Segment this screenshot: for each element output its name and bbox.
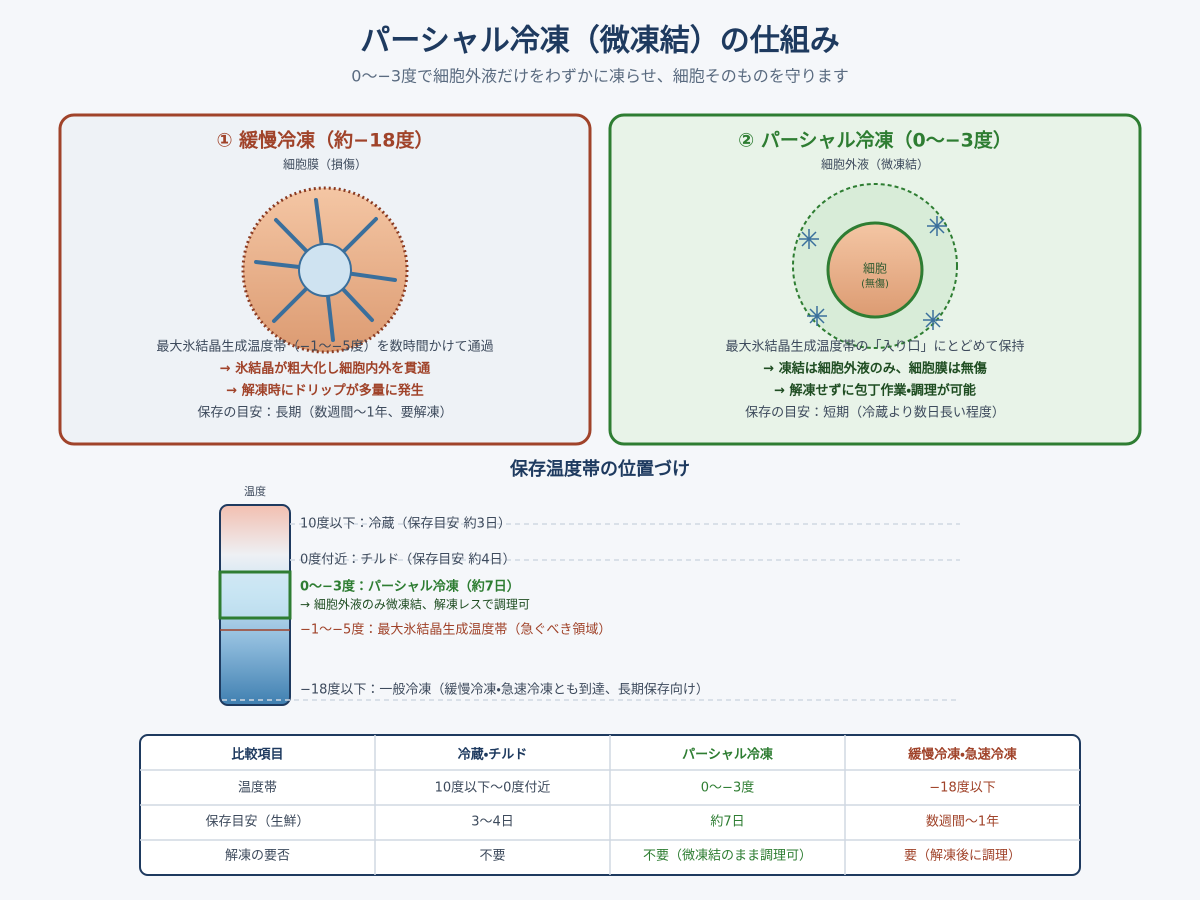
section-title: 保存温度帯の位置づけ xyxy=(509,458,690,480)
table-cell: 0〜−3度 xyxy=(701,780,754,796)
panel-title: ① 緩慢冷凍（約−18度） xyxy=(216,129,433,152)
cell-damaged xyxy=(241,186,409,354)
table-cell: 保存目安（生鮮） xyxy=(205,815,309,830)
panel-text: 最大氷結晶生成温度帯（−1〜−5度）を数時間かけて通過 xyxy=(156,339,493,355)
cell-label: 細胞 xyxy=(863,261,887,276)
table-cell: 要（解凍後に調理） xyxy=(904,848,1021,864)
table-cell: 数週間〜1年 xyxy=(926,815,999,830)
thermometer xyxy=(218,504,960,706)
band-label: −1〜−5度：最大氷結晶生成温度帯（急ぐべき領域） xyxy=(300,622,611,638)
panel-text: 保存の目安：長期（数週間〜1年、要解凍） xyxy=(197,405,452,421)
table-cell: 不要 xyxy=(479,849,505,864)
subtitle: 0〜−3度で細胞外液だけをわずかに凍らせ、細胞そのものを守ります xyxy=(351,67,848,86)
table-header: 比較項目 xyxy=(231,747,283,763)
panel-title: ② パーシャル冷凍（0〜−3度） xyxy=(738,129,1012,152)
panel-text: → 氷結晶が粗大化し細胞内外を貫通 xyxy=(220,361,431,377)
table-cell: 温度帯 xyxy=(238,780,277,796)
table-cell: −18度以下 xyxy=(929,780,995,796)
band-label: −18度以下：一般冷凍（緩慢冷凍・急速冷凍とも到達、長期保存向け） xyxy=(300,682,709,698)
table-header: 緩慢冷凍・急速冷凍 xyxy=(907,747,1017,763)
cell-intact xyxy=(792,183,958,349)
table-cell: 解凍の要否 xyxy=(225,848,290,864)
band-label: 0〜−3度：パーシャル冷凍（約7日） xyxy=(300,579,520,595)
band-label: 0度付近：チルド（保存目安 約4日） xyxy=(300,552,516,568)
comparison-table xyxy=(139,734,1081,876)
panel-text: 保存の目安：短期（冷蔵より数日長い程度） xyxy=(745,405,1005,421)
axis-label: 温度 xyxy=(244,485,266,498)
panel-text: 最大氷結晶生成温度帯の「入り口」にとどめて保持 xyxy=(725,339,1024,355)
panel-text: → 解凍せずに包丁作業・調理が可能 xyxy=(774,383,976,399)
cell-sub: (無傷) xyxy=(861,277,889,290)
panel-text: → 凍結は細胞外液のみ、細胞膜は無傷 xyxy=(763,361,986,377)
table-cell: 不要（微凍結のまま調理可） xyxy=(643,848,812,864)
table-cell: 3〜4日 xyxy=(471,815,514,830)
band-label: 10度以下：冷蔵（保存目安 約3日） xyxy=(300,516,511,532)
panel-text: → 解凍時にドリップが多量に発生 xyxy=(226,383,423,399)
table-cell: 10度以下〜0度付近 xyxy=(435,780,551,796)
table-header: 冷蔵・チルド xyxy=(458,747,527,763)
table-cell: 約7日 xyxy=(710,815,744,830)
title: パーシャル冷凍（微凍結）の仕組み xyxy=(360,24,839,59)
panel-label: 細胞膜（損傷） xyxy=(283,157,367,172)
band-label: → 細胞外液のみ微凍結、解凍レスで調理可 xyxy=(300,597,530,612)
table-header: パーシャル冷凍 xyxy=(682,747,774,763)
panel-label: 細胞外液（微凍結） xyxy=(821,157,929,172)
